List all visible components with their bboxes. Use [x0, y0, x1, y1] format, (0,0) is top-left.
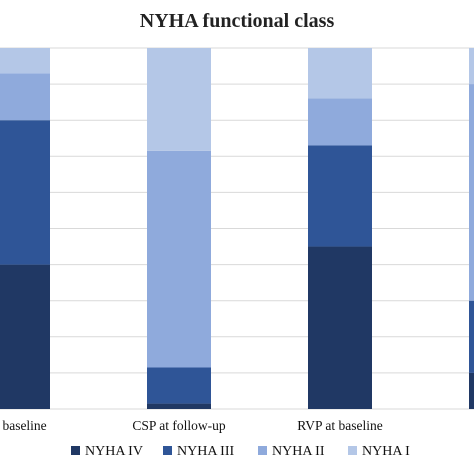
bars: [0, 48, 474, 409]
bar-segment-nyha-iii: [469, 300, 474, 373]
x-tick-label: CSP at follow-up: [132, 418, 226, 433]
legend-swatch: [163, 446, 172, 455]
bar-segment-nyha-ii: [147, 150, 211, 368]
bar-segment-nyha-ii: [0, 73, 50, 121]
legend-swatch: [71, 446, 80, 455]
bar-segment-nyha-iii: [147, 367, 211, 404]
bar-segment-nyha-i: [469, 48, 474, 85]
bar-segment-nyha-iii: [0, 120, 50, 265]
bar-segment-nyha-iv: [147, 403, 211, 409]
legend-swatch: [258, 446, 267, 455]
legend: NYHA IV NYHA III NYHA II NYHA I: [71, 444, 410, 459]
x-tick-label: at baseline: [0, 418, 47, 433]
bar-segment-nyha-i: [147, 48, 211, 151]
bar-segment-nyha-iii: [308, 145, 372, 247]
legend-label: NYHA I: [362, 444, 410, 459]
x-tick-label: RVP at baseline: [297, 418, 382, 433]
bar-segment-nyha-ii: [469, 84, 474, 301]
bar-segment-nyha-i: [0, 48, 50, 74]
x-tick-labels: at baseline CSP at follow-up RVP at baseli…: [0, 418, 383, 433]
bar-segment-nyha-ii: [308, 98, 372, 146]
bar-segment-nyha-i: [308, 48, 372, 99]
gridlines: [0, 47, 474, 410]
chart-title: NYHA functional class: [140, 10, 335, 32]
bar-segment-nyha-iv: [0, 264, 50, 409]
bar-segment-nyha-iv: [308, 246, 372, 409]
bar-segment-nyha-iv: [469, 372, 474, 409]
legend-label: NYHA III: [177, 444, 234, 459]
legend-label: NYHA II: [272, 444, 325, 459]
legend-swatch: [348, 446, 357, 455]
legend-label: NYHA IV: [85, 444, 143, 459]
